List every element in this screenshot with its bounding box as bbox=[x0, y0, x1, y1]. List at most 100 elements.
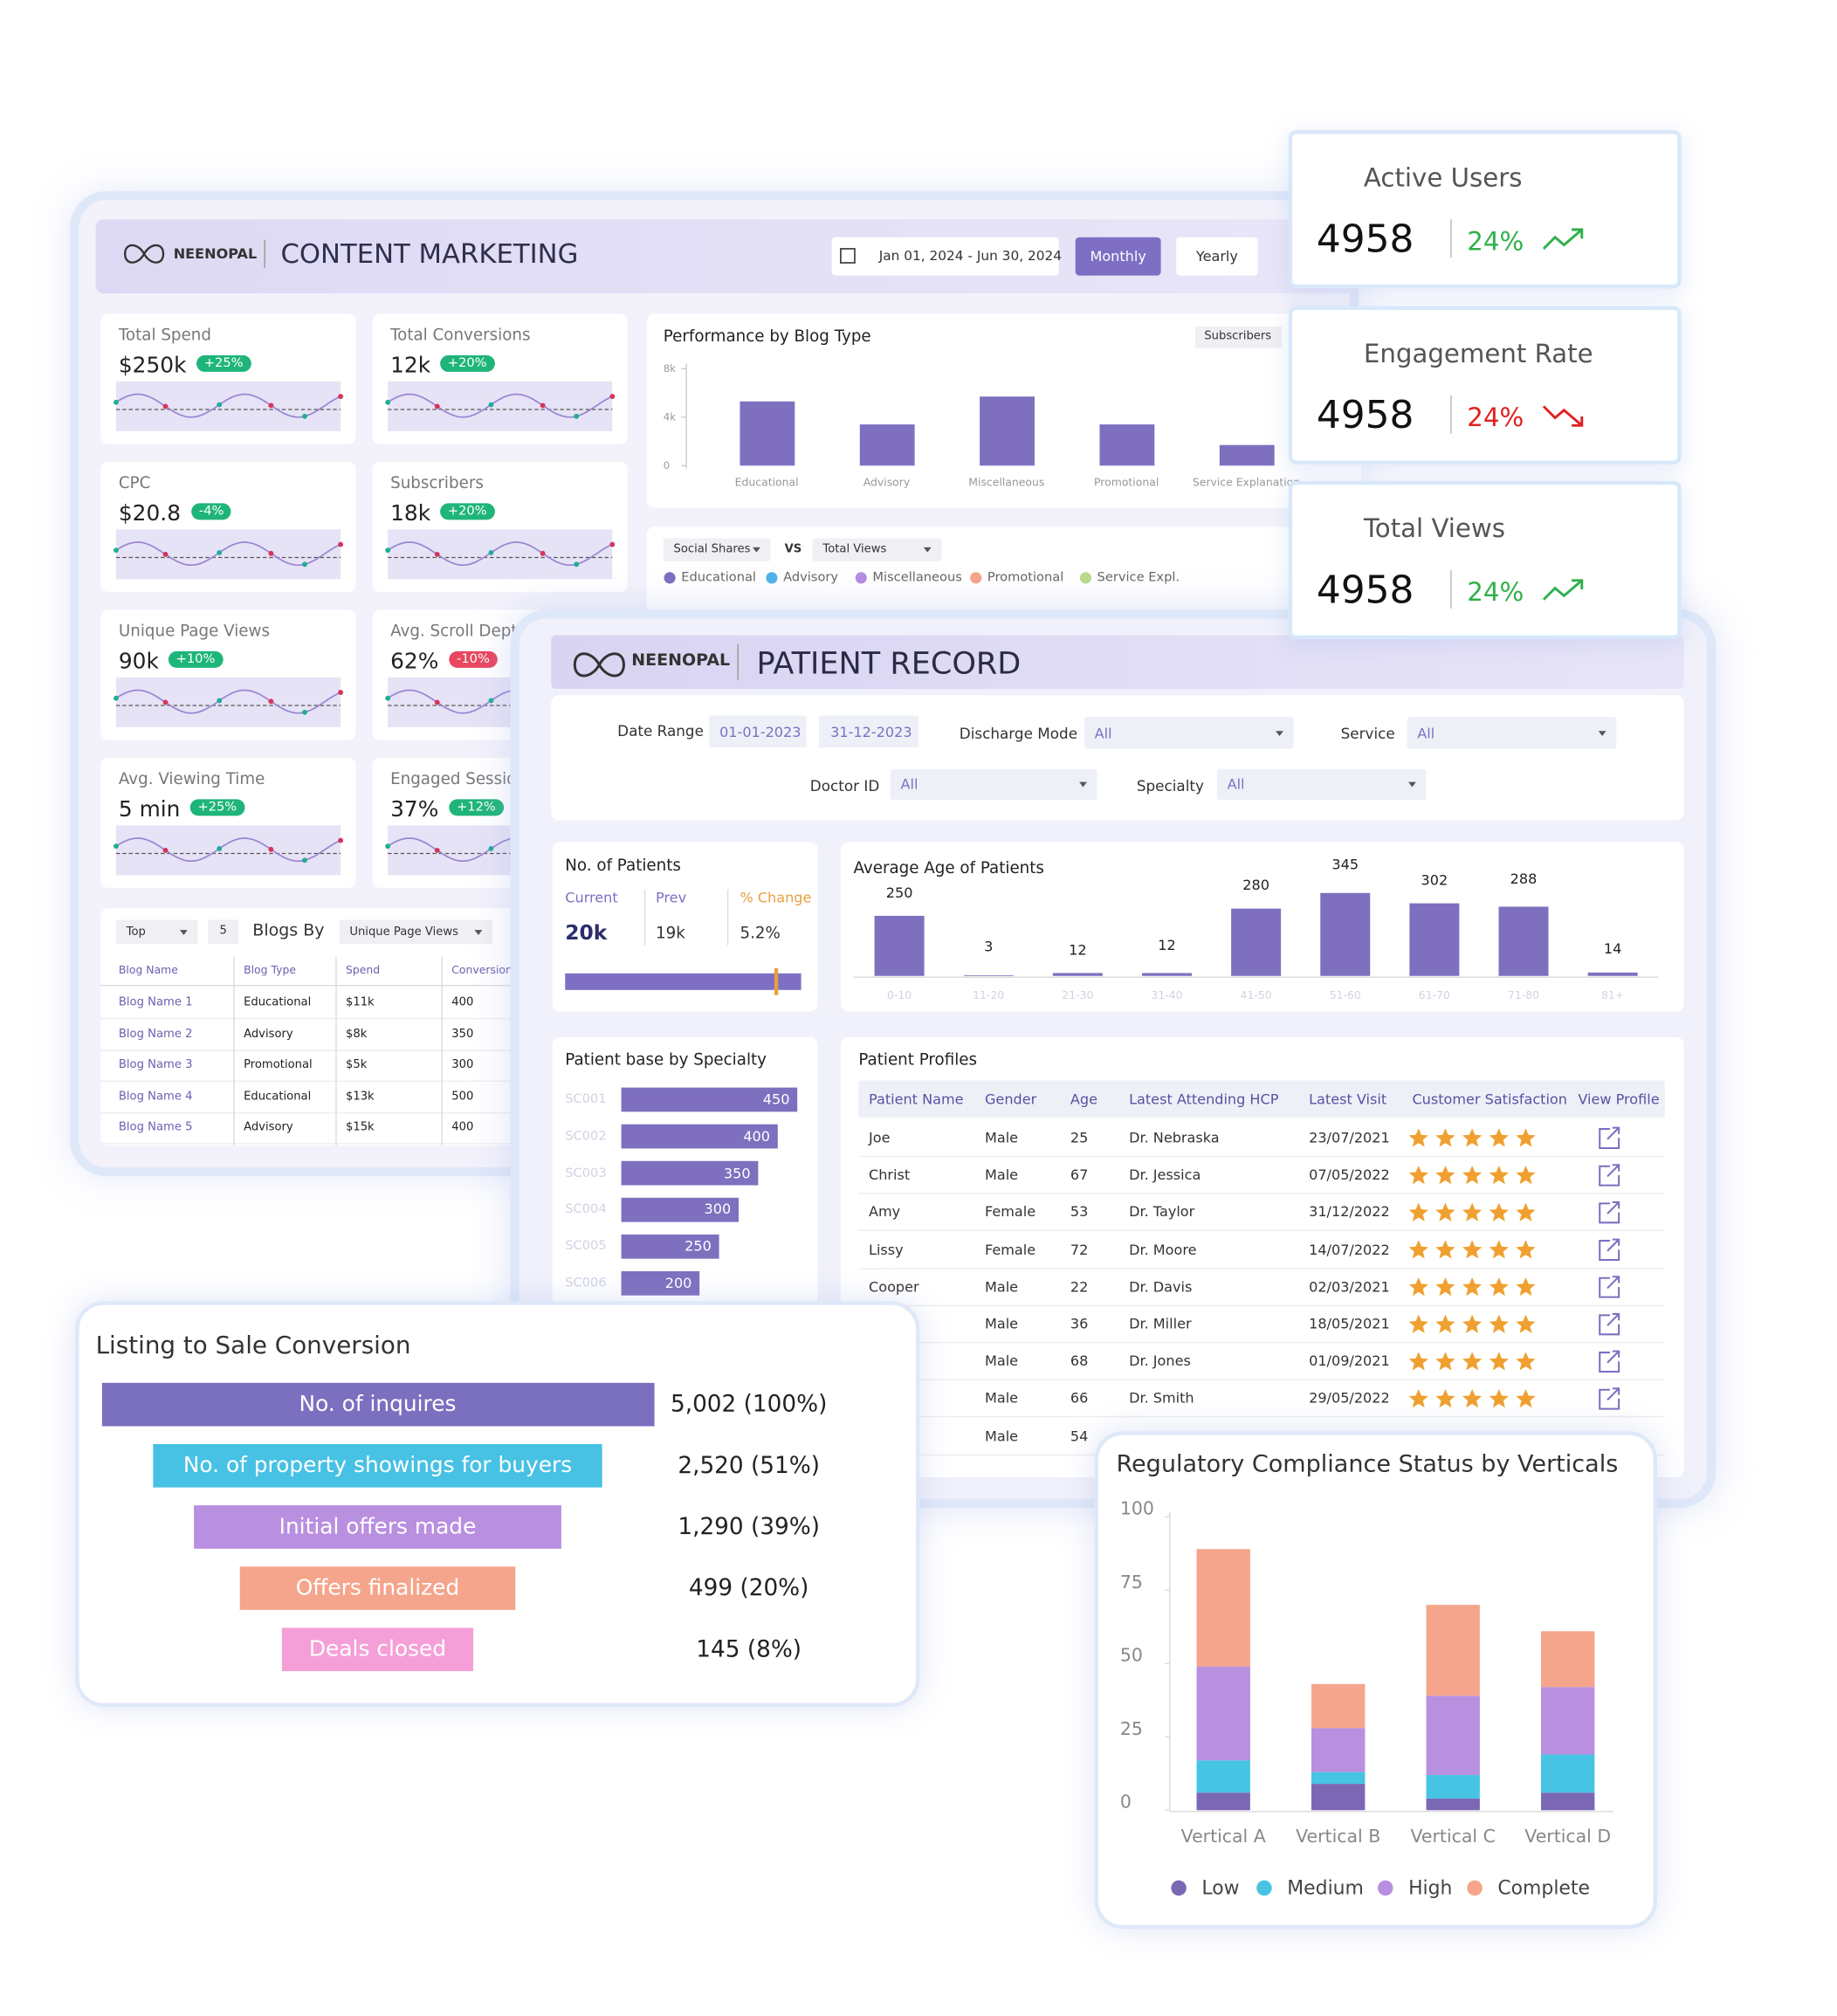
row-rule bbox=[858, 1267, 1665, 1269]
legend-dot bbox=[1256, 1880, 1272, 1896]
trend-arrow bbox=[1542, 228, 1584, 250]
table-cell: 07/05/2022 bbox=[1309, 1166, 1390, 1184]
dropdown-value[interactable]: All bbox=[900, 776, 918, 794]
date-picker[interactable] bbox=[831, 237, 1059, 276]
table-cell: Female bbox=[984, 1204, 1036, 1221]
dropdown[interactable] bbox=[1407, 717, 1617, 749]
star bbox=[1489, 1166, 1509, 1185]
star bbox=[1489, 1389, 1509, 1408]
star bbox=[1516, 1128, 1536, 1147]
bar-segment bbox=[1426, 1798, 1480, 1811]
bar bbox=[963, 974, 1014, 976]
filter-label: Discharge Mode bbox=[959, 724, 1078, 743]
toggle-button[interactable] bbox=[1176, 237, 1258, 276]
dropdown-value[interactable]: Social Shares bbox=[673, 543, 751, 557]
dropdown[interactable] bbox=[339, 919, 492, 945]
y-tick-label: 100 bbox=[1119, 1498, 1154, 1520]
view-icon bbox=[1599, 1312, 1620, 1336]
kpi-badge: +20% bbox=[440, 354, 495, 372]
dropdown[interactable] bbox=[890, 769, 1097, 801]
dropdown-value[interactable]: All bbox=[1094, 724, 1112, 741]
stage-value: 5,002 (100%) bbox=[670, 1391, 828, 1419]
table-cell: 500 bbox=[451, 1090, 474, 1104]
star bbox=[1408, 1240, 1428, 1259]
date-input[interactable] bbox=[709, 715, 807, 748]
x-tick-label: Educational bbox=[734, 477, 799, 491]
table-title: Patient Profiles bbox=[858, 1049, 978, 1069]
logo-icon bbox=[573, 652, 625, 678]
view-profile[interactable] bbox=[1599, 1276, 1620, 1298]
dropdown[interactable] bbox=[812, 538, 942, 561]
dropdown[interactable] bbox=[1084, 717, 1294, 749]
dropdown-caret bbox=[180, 929, 188, 935]
dropdown-value[interactable]: Subscribers bbox=[1204, 330, 1272, 344]
y-tick-label: SC006 bbox=[565, 1276, 607, 1290]
bar-segment bbox=[1311, 1683, 1366, 1729]
dropdown[interactable] bbox=[1195, 327, 1283, 348]
star bbox=[1408, 1128, 1428, 1147]
star bbox=[1516, 1166, 1536, 1185]
table-cell: $8k bbox=[345, 1027, 368, 1041]
view-profile[interactable] bbox=[1599, 1238, 1620, 1262]
count[interactable]: 5 bbox=[219, 925, 227, 938]
sparkline-dot bbox=[302, 857, 307, 864]
dropdown-value[interactable]: All bbox=[1227, 776, 1245, 794]
column-header: Latest Visit bbox=[1309, 1091, 1387, 1108]
row-rule bbox=[858, 1304, 1665, 1306]
stage-value: 499 (20%) bbox=[688, 1574, 809, 1602]
view-profile[interactable] bbox=[1599, 1312, 1620, 1336]
date-input[interactable] bbox=[819, 715, 918, 748]
legend-label: Miscellaneous bbox=[872, 570, 962, 585]
stage-value: 1,290 (39%) bbox=[678, 1513, 820, 1541]
toggle-label[interactable]: Yearly bbox=[1195, 248, 1238, 265]
dropdown[interactable] bbox=[1216, 769, 1427, 801]
pr-header bbox=[551, 635, 1684, 689]
view-profile[interactable] bbox=[1599, 1126, 1620, 1150]
table-cell: Dr. Jessica bbox=[1129, 1166, 1201, 1184]
bar bbox=[621, 1270, 700, 1296]
sparkline-dot bbox=[434, 403, 440, 409]
divider bbox=[264, 239, 265, 268]
dropdown-value[interactable]: All bbox=[1417, 724, 1435, 741]
filter-label: Specialty bbox=[1136, 776, 1204, 795]
date-value[interactable]: 31-12-2023 bbox=[830, 724, 912, 741]
dashboard-title: PATIENT RECORD bbox=[756, 645, 1022, 682]
view-profile[interactable] bbox=[1599, 1201, 1620, 1224]
card-title: No. of Patients bbox=[565, 855, 681, 875]
dropdown-value[interactable]: Top bbox=[126, 925, 146, 939]
brand: NEENOPAL bbox=[173, 245, 258, 263]
table-cell: 02/03/2021 bbox=[1309, 1278, 1390, 1296]
bar-segment bbox=[1541, 1687, 1595, 1755]
view-profile[interactable] bbox=[1599, 1387, 1620, 1410]
column-header: Blog Name bbox=[118, 964, 178, 978]
stage-value: 145 (8%) bbox=[696, 1635, 802, 1663]
kpi-label: Total Spend bbox=[118, 324, 211, 344]
table-cell: $13k bbox=[345, 1090, 375, 1104]
star bbox=[1408, 1314, 1428, 1333]
dropdown-caret bbox=[1276, 730, 1283, 736]
table-cell: Dr. Smith bbox=[1129, 1390, 1194, 1407]
sparkline-dot bbox=[488, 698, 494, 704]
dropdown-caret bbox=[753, 547, 760, 553]
view-profile[interactable] bbox=[1599, 1350, 1620, 1373]
toggle-label[interactable]: Monthly bbox=[1090, 248, 1146, 265]
date-range[interactable]: Jan 01, 2024 - Jun 30, 2024 bbox=[878, 248, 1063, 265]
dropdown-value[interactable]: Total Views bbox=[822, 543, 887, 557]
y-tick-label: 4k bbox=[663, 411, 677, 423]
data-label: 345 bbox=[1331, 857, 1359, 874]
count-box[interactable] bbox=[208, 919, 239, 945]
toggle-button[interactable] bbox=[1075, 237, 1161, 276]
sparkline-dot bbox=[574, 561, 580, 568]
dropdown-value[interactable]: Unique Page Views bbox=[349, 925, 458, 939]
bar bbox=[740, 401, 795, 466]
date-value[interactable]: 01-01-2023 bbox=[719, 724, 802, 741]
data-label: 400 bbox=[743, 1128, 771, 1146]
table-cell: Lissy bbox=[869, 1241, 904, 1258]
table-header bbox=[858, 1080, 1665, 1118]
view-profile[interactable] bbox=[1599, 1164, 1620, 1187]
sparkline-dot bbox=[385, 695, 391, 701]
